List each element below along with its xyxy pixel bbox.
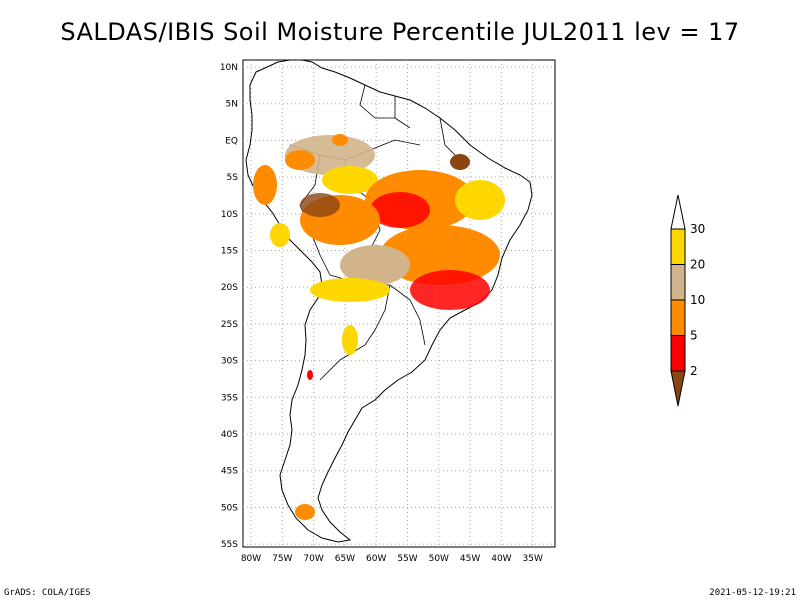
- colorbar: 30 20 10 5 2: [670, 194, 705, 407]
- lon-label: 40W: [491, 554, 511, 564]
- lat-label: 5S: [227, 173, 239, 183]
- colorbar-swatch: [670, 299, 686, 336]
- lat-label: 25S: [221, 320, 238, 330]
- longitude-labels: 80W 75W 70W 65W 60W 55W 50W 45W 40W 35W: [241, 554, 543, 564]
- lat-label: 20S: [221, 283, 238, 293]
- lat-label: 30S: [221, 357, 238, 367]
- lon-label: 35W: [523, 554, 543, 564]
- colorbar-swatch: [670, 228, 686, 265]
- colorbar-swatch: [670, 194, 686, 230]
- lat-label: 10N: [220, 63, 238, 73]
- lat-label: 45S: [221, 467, 238, 477]
- colorbar-swatch: [670, 370, 686, 407]
- lon-label: 80W: [241, 554, 261, 564]
- lon-label: 70W: [303, 554, 323, 564]
- lon-label: 45W: [460, 554, 480, 564]
- map-title: SALDAS/IBIS Soil Moisture Percentile JUL…: [60, 18, 740, 46]
- lon-label: 60W: [366, 554, 386, 564]
- colorbar-label: 5: [690, 329, 698, 343]
- latitude-labels: 10N 5N EQ 5S 10S 15S 20S 25S 30S 35S 40S 45S 50S 55S: [220, 63, 238, 550]
- lat-label: 10S: [221, 210, 238, 220]
- lat-label: 40S: [221, 430, 238, 440]
- colorbar-label: 30: [690, 222, 705, 236]
- colorbar-swatch: [670, 264, 686, 301]
- lat-label: 35S: [221, 393, 238, 403]
- colorbar-label: 10: [690, 293, 705, 307]
- lon-label: 55W: [397, 554, 417, 564]
- south-america-coastline: [245, 59, 533, 543]
- lon-label: 65W: [335, 554, 355, 564]
- soil-moisture-field: [253, 134, 505, 520]
- lat-label: 55S: [221, 540, 238, 550]
- colorbar-swatch: [670, 335, 686, 372]
- lat-label: 15S: [221, 247, 238, 257]
- lon-label: 75W: [272, 554, 292, 564]
- footer-timestamp: 2021-05-12-19:21: [709, 588, 796, 598]
- footer-credit: GrADS: COLA/IGES: [4, 588, 91, 598]
- lat-label: 50S: [221, 503, 238, 513]
- lon-label: 50W: [429, 554, 449, 564]
- lat-label: 5N: [226, 100, 238, 110]
- colorbar-label: 20: [690, 258, 705, 272]
- map-frame: [242, 59, 556, 548]
- lat-label: EQ: [225, 136, 238, 146]
- colorbar-label: 2: [690, 364, 698, 378]
